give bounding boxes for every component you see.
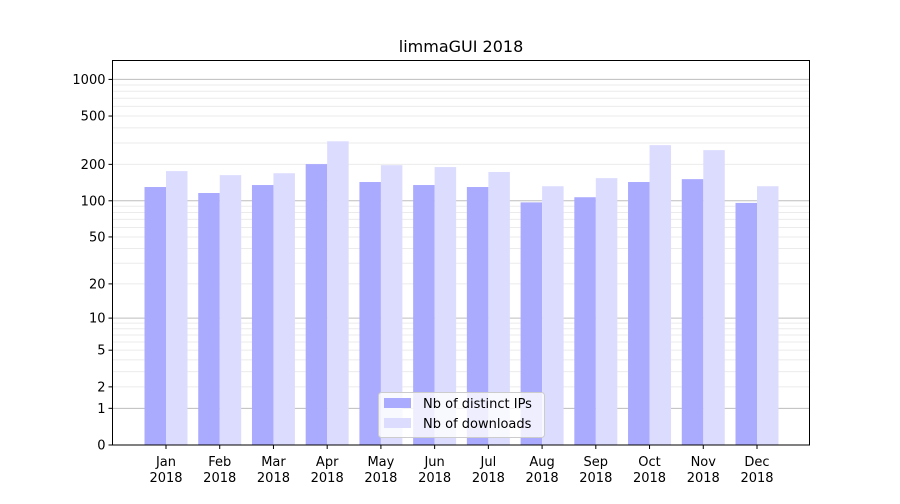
legend: Nb of distinct IPs Nb of downloads <box>378 392 545 438</box>
bar-downloads <box>488 171 510 445</box>
y-tick-label: 50 <box>89 230 106 245</box>
legend-label: Nb of distinct IPs <box>423 397 532 412</box>
x-tick-label: Aug 2018 <box>526 455 559 486</box>
bar-distinct-ips <box>574 197 596 445</box>
x-tick-label: Jun 2018 <box>418 455 451 486</box>
x-tick-label: Oct 2018 <box>633 455 666 486</box>
bar-distinct-ips <box>735 202 757 445</box>
bar-downloads <box>166 171 188 446</box>
bar-downloads <box>273 173 295 446</box>
bar-distinct-ips <box>466 187 489 445</box>
bar-distinct-ips <box>144 187 166 445</box>
x-tick-label: Jan 2018 <box>149 455 182 486</box>
chart-title: limmaGUI 2018 <box>399 37 524 56</box>
y-tick-label: 500 <box>81 110 106 125</box>
y-tick-label: 2 <box>97 380 105 395</box>
bar-downloads <box>219 175 242 445</box>
bar-distinct-ips <box>305 164 328 445</box>
bar-distinct-ips <box>681 179 704 445</box>
bar-downloads <box>434 167 457 445</box>
bar-downloads <box>380 165 403 445</box>
bar-distinct-ips <box>359 182 381 445</box>
x-tick-label: Sep 2018 <box>579 455 612 486</box>
plot-frame <box>112 60 810 446</box>
bar-downloads <box>757 186 779 445</box>
y-tick-label: 1 <box>97 402 105 417</box>
y-tick-label: 100 <box>81 194 106 209</box>
legend-label: Nb of downloads <box>423 417 532 432</box>
legend-box <box>378 392 545 438</box>
x-tick-label: Feb 2018 <box>203 455 236 486</box>
bar-downloads <box>649 145 672 445</box>
bar-distinct-ips <box>413 185 435 445</box>
x-tick-label: Nov 2018 <box>687 455 720 486</box>
x-tick-label: Jul 2018 <box>472 455 505 486</box>
bar-downloads <box>542 186 564 445</box>
y-tick-label: 0 <box>97 439 105 454</box>
bar-distinct-ips <box>251 185 274 445</box>
y-tick-label: 200 <box>81 158 106 173</box>
y-tick-label: 10 <box>89 312 106 327</box>
x-tick-label: Dec 2018 <box>740 455 773 486</box>
bar-distinct-ips <box>198 193 220 445</box>
bar-distinct-ips <box>520 202 543 445</box>
legend-swatch <box>384 398 411 408</box>
bar-downloads <box>327 141 349 446</box>
bar-distinct-ips <box>628 182 650 445</box>
y-tick-label: 5 <box>97 344 105 359</box>
bar-downloads <box>703 150 725 446</box>
x-tick-label: Mar 2018 <box>257 455 290 486</box>
x-tick-label: May 2018 <box>364 455 397 486</box>
x-tick-label: Apr 2018 <box>311 455 344 486</box>
bar-downloads <box>595 178 618 445</box>
y-tick-label: 20 <box>89 277 106 292</box>
legend-swatch <box>384 418 411 428</box>
y-tick-label: 1000 <box>72 73 105 88</box>
